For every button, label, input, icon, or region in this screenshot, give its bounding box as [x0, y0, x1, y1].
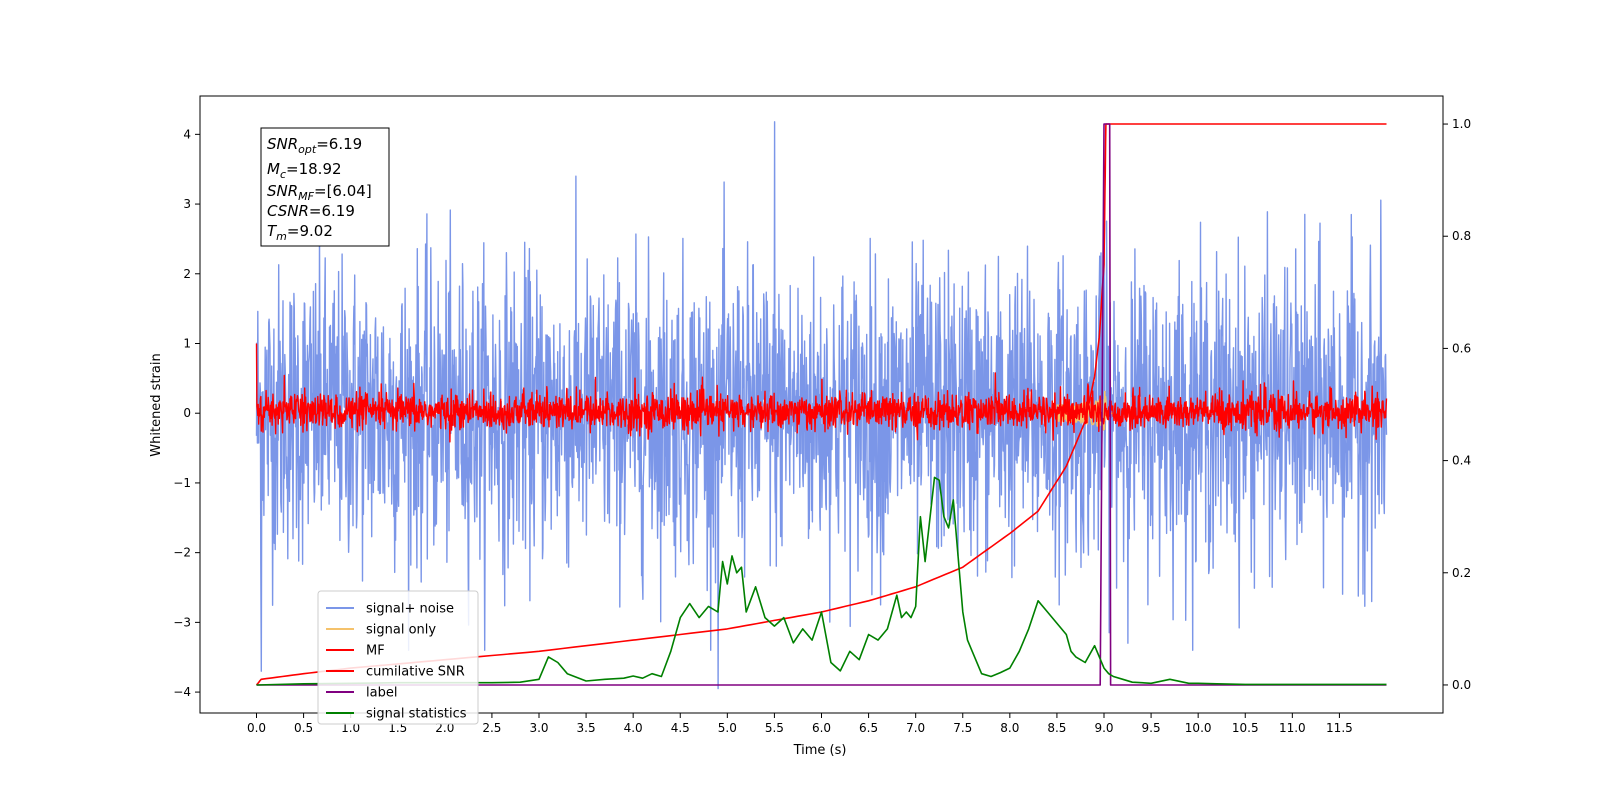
y-left-tick-label: −2 — [173, 546, 191, 560]
signal-noise-line — [255, 121, 1388, 690]
y-axis-right: 1.0 0.8 0.6 0.4 0.2 0.0 — [1443, 117, 1471, 692]
legend-entry: signal only — [366, 623, 436, 638]
x-tick-label: 6.0 — [812, 721, 831, 735]
y-left-tick-label: 1 — [183, 336, 191, 350]
y-right-tick-label: 0.4 — [1452, 454, 1471, 468]
y-axis-left: 4 3 2 1 0 −1 −2 −3 −4 — [173, 127, 200, 699]
y-axis-label: Whitened strain — [149, 353, 164, 456]
x-tick-label: 11.5 — [1326, 721, 1353, 735]
x-tick-label: 6.5 — [859, 721, 878, 735]
annotation-snr-mf-value: [6.04] — [327, 182, 372, 200]
legend-entry: label — [366, 686, 397, 701]
x-tick-label: 10.0 — [1185, 721, 1212, 735]
y-right-tick-label: 0.6 — [1452, 341, 1471, 355]
y-right-tick-label: 0.2 — [1452, 566, 1471, 580]
legend-entry: signal+ noise — [366, 602, 454, 617]
legend-frame — [317, 590, 479, 725]
y-left-tick-label: 2 — [183, 267, 191, 281]
signal-statistics-line — [256, 476, 1387, 686]
legend-entry: cumilative SNR — [366, 665, 465, 680]
y-right-tick-label: 1.0 — [1452, 117, 1471, 131]
x-tick-label: 4.5 — [671, 721, 690, 735]
annotation-snr-opt-value: 6.19 — [329, 135, 362, 153]
x-tick-label: 7.0 — [906, 721, 925, 735]
annotation-csnr: CSNR=6.19 — [267, 202, 355, 220]
legend-items: signal+ noise signal only MF cumilative SNR… — [326, 602, 467, 722]
annotation-snr-opt: SNRopt=6.19 — [267, 135, 362, 156]
annotation-csnr-value: 6.19 — [322, 202, 355, 220]
y-left-tick-label: −3 — [173, 615, 191, 629]
x-tick-label: 7.5 — [953, 721, 972, 735]
x-tick-label: 0.0 — [247, 721, 266, 735]
y-left-tick-label: 3 — [183, 197, 191, 211]
y-left-tick-label: 4 — [183, 127, 191, 141]
annotation-mc: Mc=18.92 — [267, 160, 342, 181]
x-tick-label: 11.0 — [1279, 721, 1306, 735]
y-left-tick-label: −1 — [173, 476, 191, 490]
annotation-box: SNRopt=6.19 Mc=18.92 SNRMF=[6.04] CSNR=6… — [260, 127, 390, 247]
label-line — [256, 123, 1387, 686]
annotation-tm-value: 9.02 — [299, 222, 332, 240]
y-right-tick-label: 0.8 — [1452, 229, 1471, 243]
x-tick-label: 5.0 — [718, 721, 737, 735]
x-tick-label: 9.5 — [1142, 721, 1161, 735]
x-tick-label: 8.5 — [1047, 721, 1066, 735]
y-left-tick-label: −4 — [173, 685, 191, 699]
x-tick-label: 4.0 — [624, 721, 643, 735]
y-left-tick-label: 0 — [183, 406, 191, 420]
y-right-tick-label: 0.0 — [1452, 678, 1471, 692]
x-tick-label: 0.5 — [294, 721, 313, 735]
legend-entry: signal statistics — [366, 707, 467, 722]
legend: signal+ noise signal only MF cumilative SNR… — [317, 590, 479, 725]
mf-line — [255, 343, 1388, 443]
annotation-mc-value: 18.92 — [299, 160, 342, 178]
x-tick-label: 3.5 — [577, 721, 596, 735]
x-axis-label: Time (s) — [793, 743, 847, 758]
legend-entry: MF — [366, 644, 385, 659]
annotation-snr-mf: SNRMF=[6.04] — [267, 182, 372, 203]
x-tick-label: 2.5 — [482, 721, 501, 735]
x-tick-label: 5.5 — [765, 721, 784, 735]
x-tick-label: 9.0 — [1094, 721, 1113, 735]
x-tick-label: 10.5 — [1232, 721, 1259, 735]
x-tick-label: 3.0 — [529, 721, 548, 735]
x-tick-label: 8.0 — [1000, 721, 1019, 735]
annotation-tm: Tm=9.02 — [267, 222, 333, 243]
